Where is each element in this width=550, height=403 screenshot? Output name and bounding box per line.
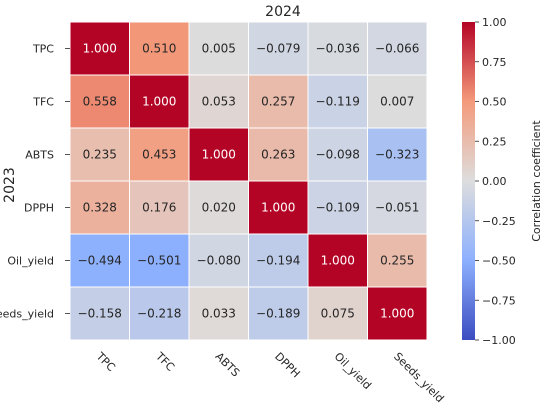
y-tick-label: Seeds_yield [0, 308, 54, 321]
cell-value-label: 1.000 [83, 42, 117, 56]
cell-value-label: −0.194 [256, 254, 300, 268]
cell-value-label: 0.328 [83, 201, 117, 215]
heatmap-cell [69, 180, 130, 235]
x-tick-labels: TPC TFC ABTS DPPH Oil_yield Seeds_yield [93, 349, 446, 403]
y-axis-label: 2023 [2, 167, 18, 203]
cell-value-label: 0.257 [261, 95, 295, 109]
cell-value-label: 1.000 [321, 254, 355, 268]
colorbar-tick-label: −0.75 [482, 294, 516, 307]
cell-value-label: −0.080 [197, 254, 241, 268]
heatmap-cell [248, 180, 309, 235]
y-tick-label: TFC [32, 96, 54, 109]
cell-value-label: 0.007 [380, 95, 414, 109]
cell-value-label: −0.036 [316, 42, 360, 56]
cell-value-label: 0.255 [380, 254, 414, 268]
cell-value-label: 1.000 [142, 95, 176, 109]
cell-value-label: −0.501 [137, 254, 181, 268]
cell-value-label: −0.079 [256, 42, 300, 56]
heatmap-cell [367, 74, 428, 129]
heatmap-cells [69, 21, 428, 341]
heatmap-cell [188, 180, 249, 235]
heatmap-cell [248, 127, 309, 182]
heatmap-cell [129, 127, 190, 182]
cell-value-label: −0.218 [137, 307, 181, 321]
y-tick-labels: TPC TFC ABTS DPPH Oil_yield Seeds_yield [0, 43, 70, 321]
colorbar-tick-label: −0.25 [482, 215, 516, 228]
cell-value-label: 0.558 [83, 95, 117, 109]
cell-value-label: −0.494 [78, 254, 122, 268]
heatmap-cell [69, 286, 130, 341]
cell-value-label: 0.053 [202, 95, 236, 109]
cell-value-label: 0.453 [142, 148, 176, 162]
heatmap-cell [248, 286, 309, 341]
colorbar-tick-label: 0.25 [482, 135, 507, 148]
colorbar-tick-label: 0.50 [482, 96, 507, 109]
cell-value-label: −0.119 [316, 95, 360, 109]
cell-value-label: 0.020 [202, 201, 236, 215]
heatmap-cell [367, 127, 428, 182]
cell-value-label: 0.263 [261, 148, 295, 162]
colorbar-label: Correlation coefficient [530, 120, 543, 242]
heatmap-cell [129, 180, 190, 235]
cell-value-label: −0.066 [375, 42, 419, 56]
x-tick-label: ABTS [213, 350, 243, 380]
colorbar-tick-label: 1.00 [482, 16, 507, 29]
cell-value-label: 0.075 [321, 307, 355, 321]
y-tick-label: Oil_yield [7, 255, 54, 268]
heatmap-cell [69, 21, 130, 76]
cell-value-label: −0.189 [256, 307, 300, 321]
heatmap-cell [188, 21, 249, 76]
heatmap-cell [248, 74, 309, 129]
x-tick-label: TPC [93, 349, 118, 374]
heatmap-cell [69, 233, 130, 288]
cell-value-label: 0.510 [142, 42, 176, 56]
cell-value-label: 0.033 [202, 307, 236, 321]
colorbar-tick-label: −1.00 [482, 334, 516, 347]
colorbar-tick-label: −0.50 [482, 255, 516, 268]
colorbar: 1.00 0.75 0.50 0.25 0.00 −0.25 −0.50 −0.75 −1.00… [462, 16, 543, 347]
y-tick-label: ABTS [25, 149, 54, 162]
heatmap-cell [307, 286, 368, 341]
heatmap-cell [188, 233, 249, 288]
cell-value-label: 0.005 [202, 42, 236, 56]
cell-value-label: 0.235 [83, 148, 117, 162]
heatmap-cell [307, 127, 368, 182]
x-tick-label: DPPH [272, 350, 302, 380]
cell-value-label: −0.051 [375, 201, 419, 215]
heatmap-cell [248, 233, 309, 288]
heatmap-cell-labels: 1.000 0.510 0.005 −0.079 −0.036 −0.066 0.558 1.… [78, 42, 420, 321]
cell-value-label: 1.000 [380, 307, 414, 321]
heatmap-cell [129, 74, 190, 129]
heatmap-cell [307, 180, 368, 235]
heatmap-cell [129, 21, 190, 76]
cell-value-label: 0.176 [142, 201, 176, 215]
heatmap-cell [367, 286, 428, 341]
cell-value-label: −0.158 [78, 307, 122, 321]
colorbar-tick-labels: 1.00 0.75 0.50 0.25 0.00 −0.25 −0.50 −0.75 −1.00 [475, 16, 516, 347]
heatmap-cell [367, 21, 428, 76]
heatmap-cell [367, 233, 428, 288]
chart-title: 2024 [265, 4, 301, 20]
cell-value-label: 1.000 [202, 148, 236, 162]
x-tick-label: Oil_yield [332, 350, 374, 392]
cell-value-label: −0.109 [316, 201, 360, 215]
x-tick-label: Seeds_yield [391, 350, 446, 403]
colorbar-tick-label: 0.75 [482, 56, 507, 69]
cell-value-label: −0.098 [316, 148, 360, 162]
heatmap-cell [307, 233, 368, 288]
colorbar-tick-label: 0.00 [482, 175, 507, 188]
cell-value-label: 1.000 [261, 201, 295, 215]
cell-value-label: −0.323 [375, 148, 419, 162]
colorbar-gradient [462, 22, 475, 340]
y-tick-label: TPC [32, 43, 54, 56]
y-tick-label: DPPH [24, 202, 54, 215]
heatmap-cell [367, 180, 428, 235]
x-tick-label: TFC [152, 349, 177, 374]
